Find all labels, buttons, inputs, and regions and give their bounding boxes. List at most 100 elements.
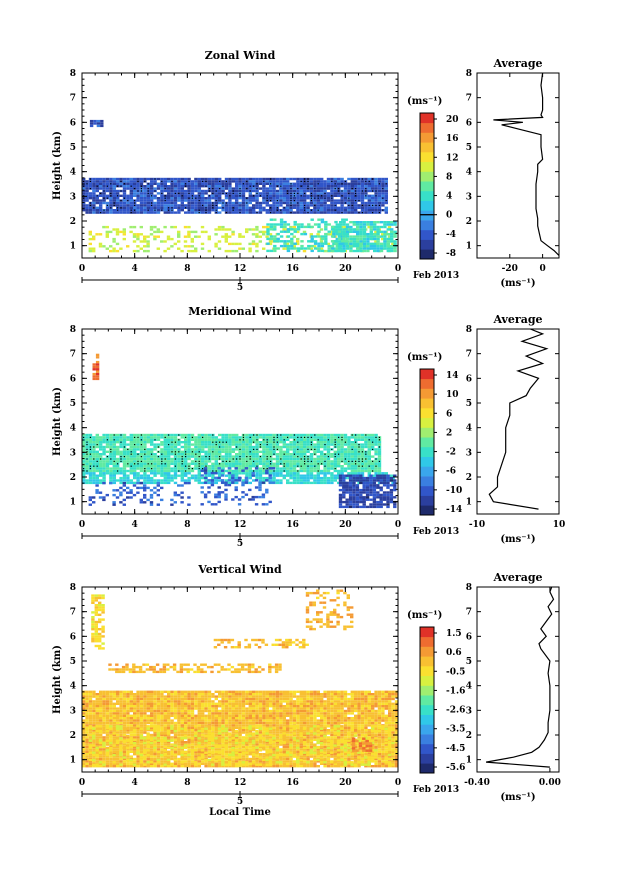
contour-dot (164, 436, 166, 438)
contour-dot (83, 468, 85, 470)
data-cell (156, 211, 161, 214)
data-cell (85, 436, 89, 439)
contour-dot (266, 439, 268, 441)
contour-dot (263, 468, 265, 470)
data-cell (129, 189, 133, 193)
data-cell (187, 245, 191, 248)
contour-dot (365, 188, 367, 190)
contour-dot (181, 195, 183, 197)
data-cell (340, 453, 344, 456)
data-cell (319, 247, 324, 250)
colorbar-tick-label: -6 (446, 467, 456, 477)
data-cell (279, 199, 283, 202)
data-cell (286, 194, 290, 197)
data-cell (347, 194, 351, 197)
data-cell (362, 481, 366, 485)
data-cell (279, 244, 284, 248)
heatmap-cells (82, 353, 397, 509)
data-cell (316, 233, 320, 236)
data-cell (92, 481, 96, 485)
data-cell (282, 457, 286, 461)
contour-dot (93, 465, 95, 467)
data-cell (349, 247, 353, 250)
data-cell (352, 479, 356, 482)
data-cell (126, 443, 130, 446)
contour-dot (181, 460, 183, 462)
data-cell (342, 479, 346, 482)
data-cell (119, 194, 123, 197)
data-cell (360, 462, 365, 465)
data-cell (334, 240, 338, 243)
data-cell (211, 438, 215, 441)
data-cell (207, 436, 212, 439)
data-cell (252, 455, 256, 458)
data-cell (350, 177, 354, 181)
data-cell (369, 476, 373, 480)
contour-dot (96, 185, 98, 187)
data-cell (362, 496, 366, 499)
data-cell (167, 187, 171, 190)
data-cell (139, 180, 144, 183)
data-cell (381, 192, 385, 195)
contour-dot (147, 209, 149, 211)
data-cell (133, 445, 137, 449)
contour-dot (372, 212, 374, 214)
data-cell (327, 249, 331, 253)
data-cell (374, 462, 378, 465)
data-cell (248, 194, 252, 197)
data-cell (238, 206, 242, 209)
data-cell (359, 476, 363, 480)
data-cell (139, 182, 144, 185)
data-cell (255, 199, 259, 202)
data-cell (102, 182, 106, 185)
data-cell (289, 206, 293, 209)
data-cell (160, 467, 164, 470)
data-cell (326, 209, 331, 212)
contour-dot (205, 185, 207, 187)
colorbar-tick-label: -10 (446, 486, 462, 496)
contour-dot (355, 441, 357, 443)
data-cell (109, 436, 113, 439)
data-cell (339, 228, 343, 231)
data-cell (197, 235, 201, 238)
data-cell (258, 457, 263, 461)
data-cell (224, 448, 229, 451)
data-cell (173, 206, 178, 209)
data-cell (262, 225, 266, 229)
data-cell (241, 235, 245, 238)
data-cell (221, 180, 225, 183)
data-cell (292, 481, 297, 485)
data-cell (360, 209, 365, 212)
data-cell (303, 182, 307, 185)
data-cell (119, 177, 123, 181)
data-cell (339, 249, 343, 253)
data-cell (156, 493, 160, 497)
contour-dot (154, 190, 156, 192)
data-cell (187, 189, 191, 193)
data-cell (309, 469, 314, 473)
data-cell (180, 182, 184, 185)
data-cell (352, 500, 356, 504)
data-cell (88, 476, 93, 480)
data-cell (197, 479, 201, 482)
data-cell (292, 436, 297, 439)
contour-dot (100, 458, 102, 460)
data-cell (221, 457, 225, 461)
data-cell (204, 177, 208, 181)
data-cell (348, 488, 353, 492)
data-cell (356, 242, 360, 245)
data-cell (143, 237, 147, 241)
data-cell (129, 192, 133, 195)
data-cell (367, 462, 371, 465)
data-cell (340, 209, 344, 212)
data-cell (357, 197, 361, 200)
data-cell (356, 245, 360, 248)
data-cell (248, 192, 252, 195)
contour-dot (140, 439, 142, 441)
contour-dot (117, 463, 119, 465)
data-cell (293, 228, 297, 231)
data-cell (372, 498, 377, 501)
data-cell (197, 180, 201, 183)
data-cell (153, 472, 157, 475)
data-cell (105, 247, 109, 250)
